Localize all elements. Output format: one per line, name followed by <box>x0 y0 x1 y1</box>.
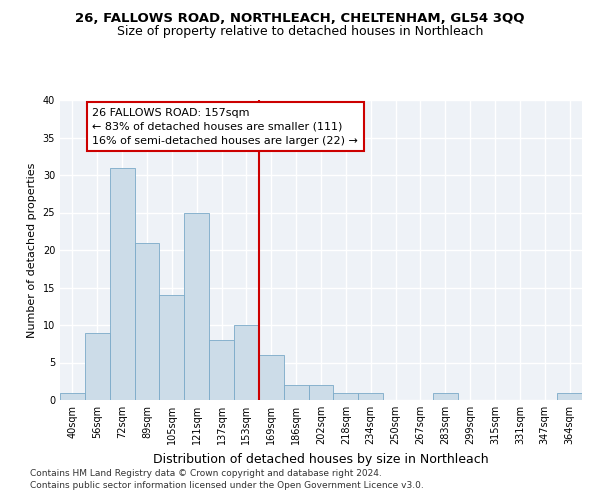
Bar <box>358 392 383 400</box>
Bar <box>160 295 184 400</box>
Bar <box>334 392 358 400</box>
Y-axis label: Number of detached properties: Number of detached properties <box>27 162 37 338</box>
Bar <box>134 242 160 400</box>
Bar <box>234 325 259 400</box>
Bar <box>209 340 234 400</box>
Bar <box>433 392 458 400</box>
Bar <box>85 332 110 400</box>
Bar <box>259 355 284 400</box>
Text: Contains HM Land Registry data © Crown copyright and database right 2024.: Contains HM Land Registry data © Crown c… <box>30 468 382 477</box>
Text: Contains public sector information licensed under the Open Government Licence v3: Contains public sector information licen… <box>30 481 424 490</box>
Bar <box>110 168 134 400</box>
Bar <box>557 392 582 400</box>
Text: Size of property relative to detached houses in Northleach: Size of property relative to detached ho… <box>117 25 483 38</box>
Bar <box>60 392 85 400</box>
Text: 26, FALLOWS ROAD, NORTHLEACH, CHELTENHAM, GL54 3QQ: 26, FALLOWS ROAD, NORTHLEACH, CHELTENHAM… <box>75 12 525 26</box>
Bar <box>308 385 334 400</box>
Bar <box>184 212 209 400</box>
Bar <box>284 385 308 400</box>
X-axis label: Distribution of detached houses by size in Northleach: Distribution of detached houses by size … <box>153 452 489 466</box>
Text: 26 FALLOWS ROAD: 157sqm
← 83% of detached houses are smaller (111)
16% of semi-d: 26 FALLOWS ROAD: 157sqm ← 83% of detache… <box>92 108 358 146</box>
